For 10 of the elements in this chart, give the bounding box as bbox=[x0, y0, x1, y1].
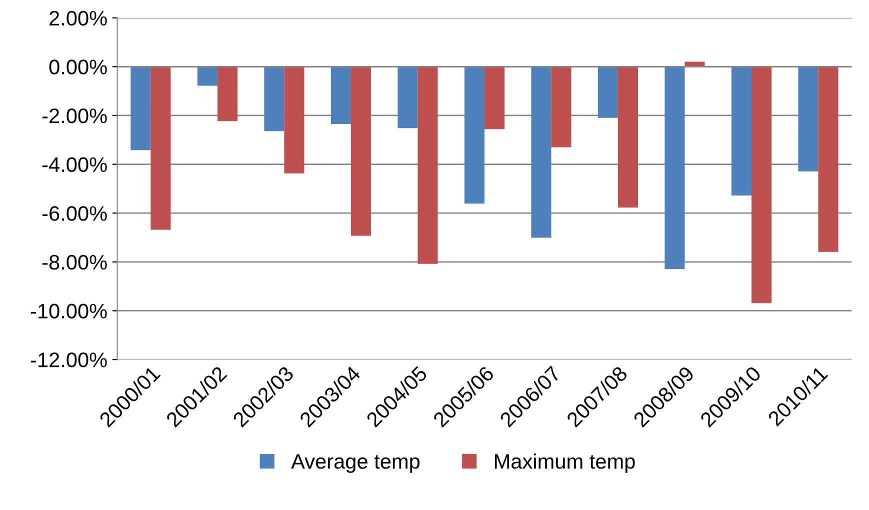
y-tick-label: 2.00% bbox=[50, 10, 107, 26]
legend-label: Maximum temp bbox=[495, 453, 635, 473]
y-tick-label: -4.00% bbox=[42, 157, 107, 172]
y-tick-label: -8.00% bbox=[42, 254, 107, 270]
y-tick-label: 0.00% bbox=[49, 60, 107, 74]
legend-label: Average temp bbox=[291, 454, 420, 473]
y-tick-label: -6.00% bbox=[42, 206, 107, 221]
y-tick-label: -2.00% bbox=[42, 108, 107, 124]
y-tick-label: -12.00% bbox=[30, 352, 107, 368]
y-tick-label: -10.00% bbox=[30, 304, 107, 318]
